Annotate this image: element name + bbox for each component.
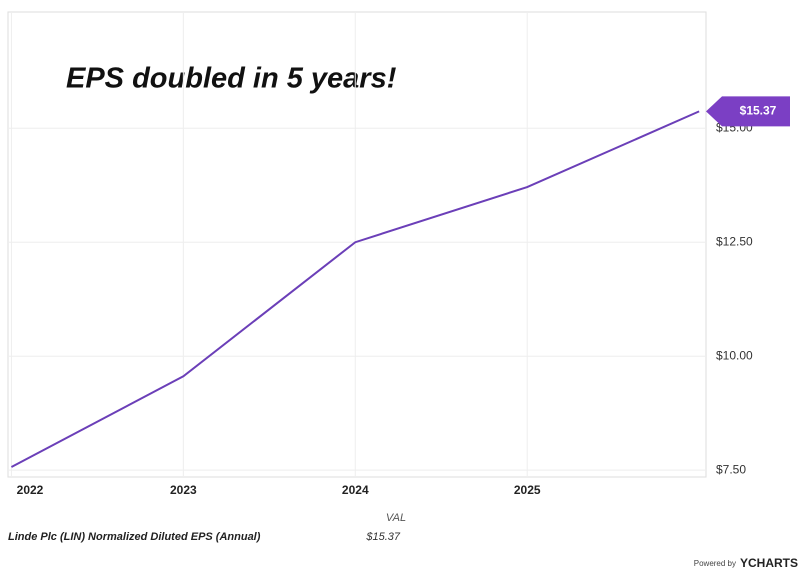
x-tick-label: 2022 [17, 483, 44, 497]
series-line [10, 110, 700, 468]
y-tick-label: $7.50 [716, 462, 746, 476]
x-tick-label: 2024 [342, 483, 369, 497]
x-tick-label: 2025 [514, 483, 541, 497]
series-name: Linde Plc (LIN) Normalized Diluted EPS (… [8, 531, 261, 543]
x-tick-label: 2023 [170, 483, 197, 497]
annotation: EPS doubled in 5 years! [66, 63, 397, 95]
table-header: VAL [386, 512, 406, 524]
value-flag [706, 96, 790, 127]
y-tick-label: $10.00 [716, 348, 753, 362]
footer-brand: YCHARTS [740, 556, 798, 570]
plot-border [7, 11, 707, 478]
table-value: $15.37 [365, 531, 401, 543]
y-tick-label: $12.50 [716, 234, 753, 248]
footer-powered: Powered by [694, 559, 736, 568]
value-label: $15.37 [740, 104, 777, 118]
